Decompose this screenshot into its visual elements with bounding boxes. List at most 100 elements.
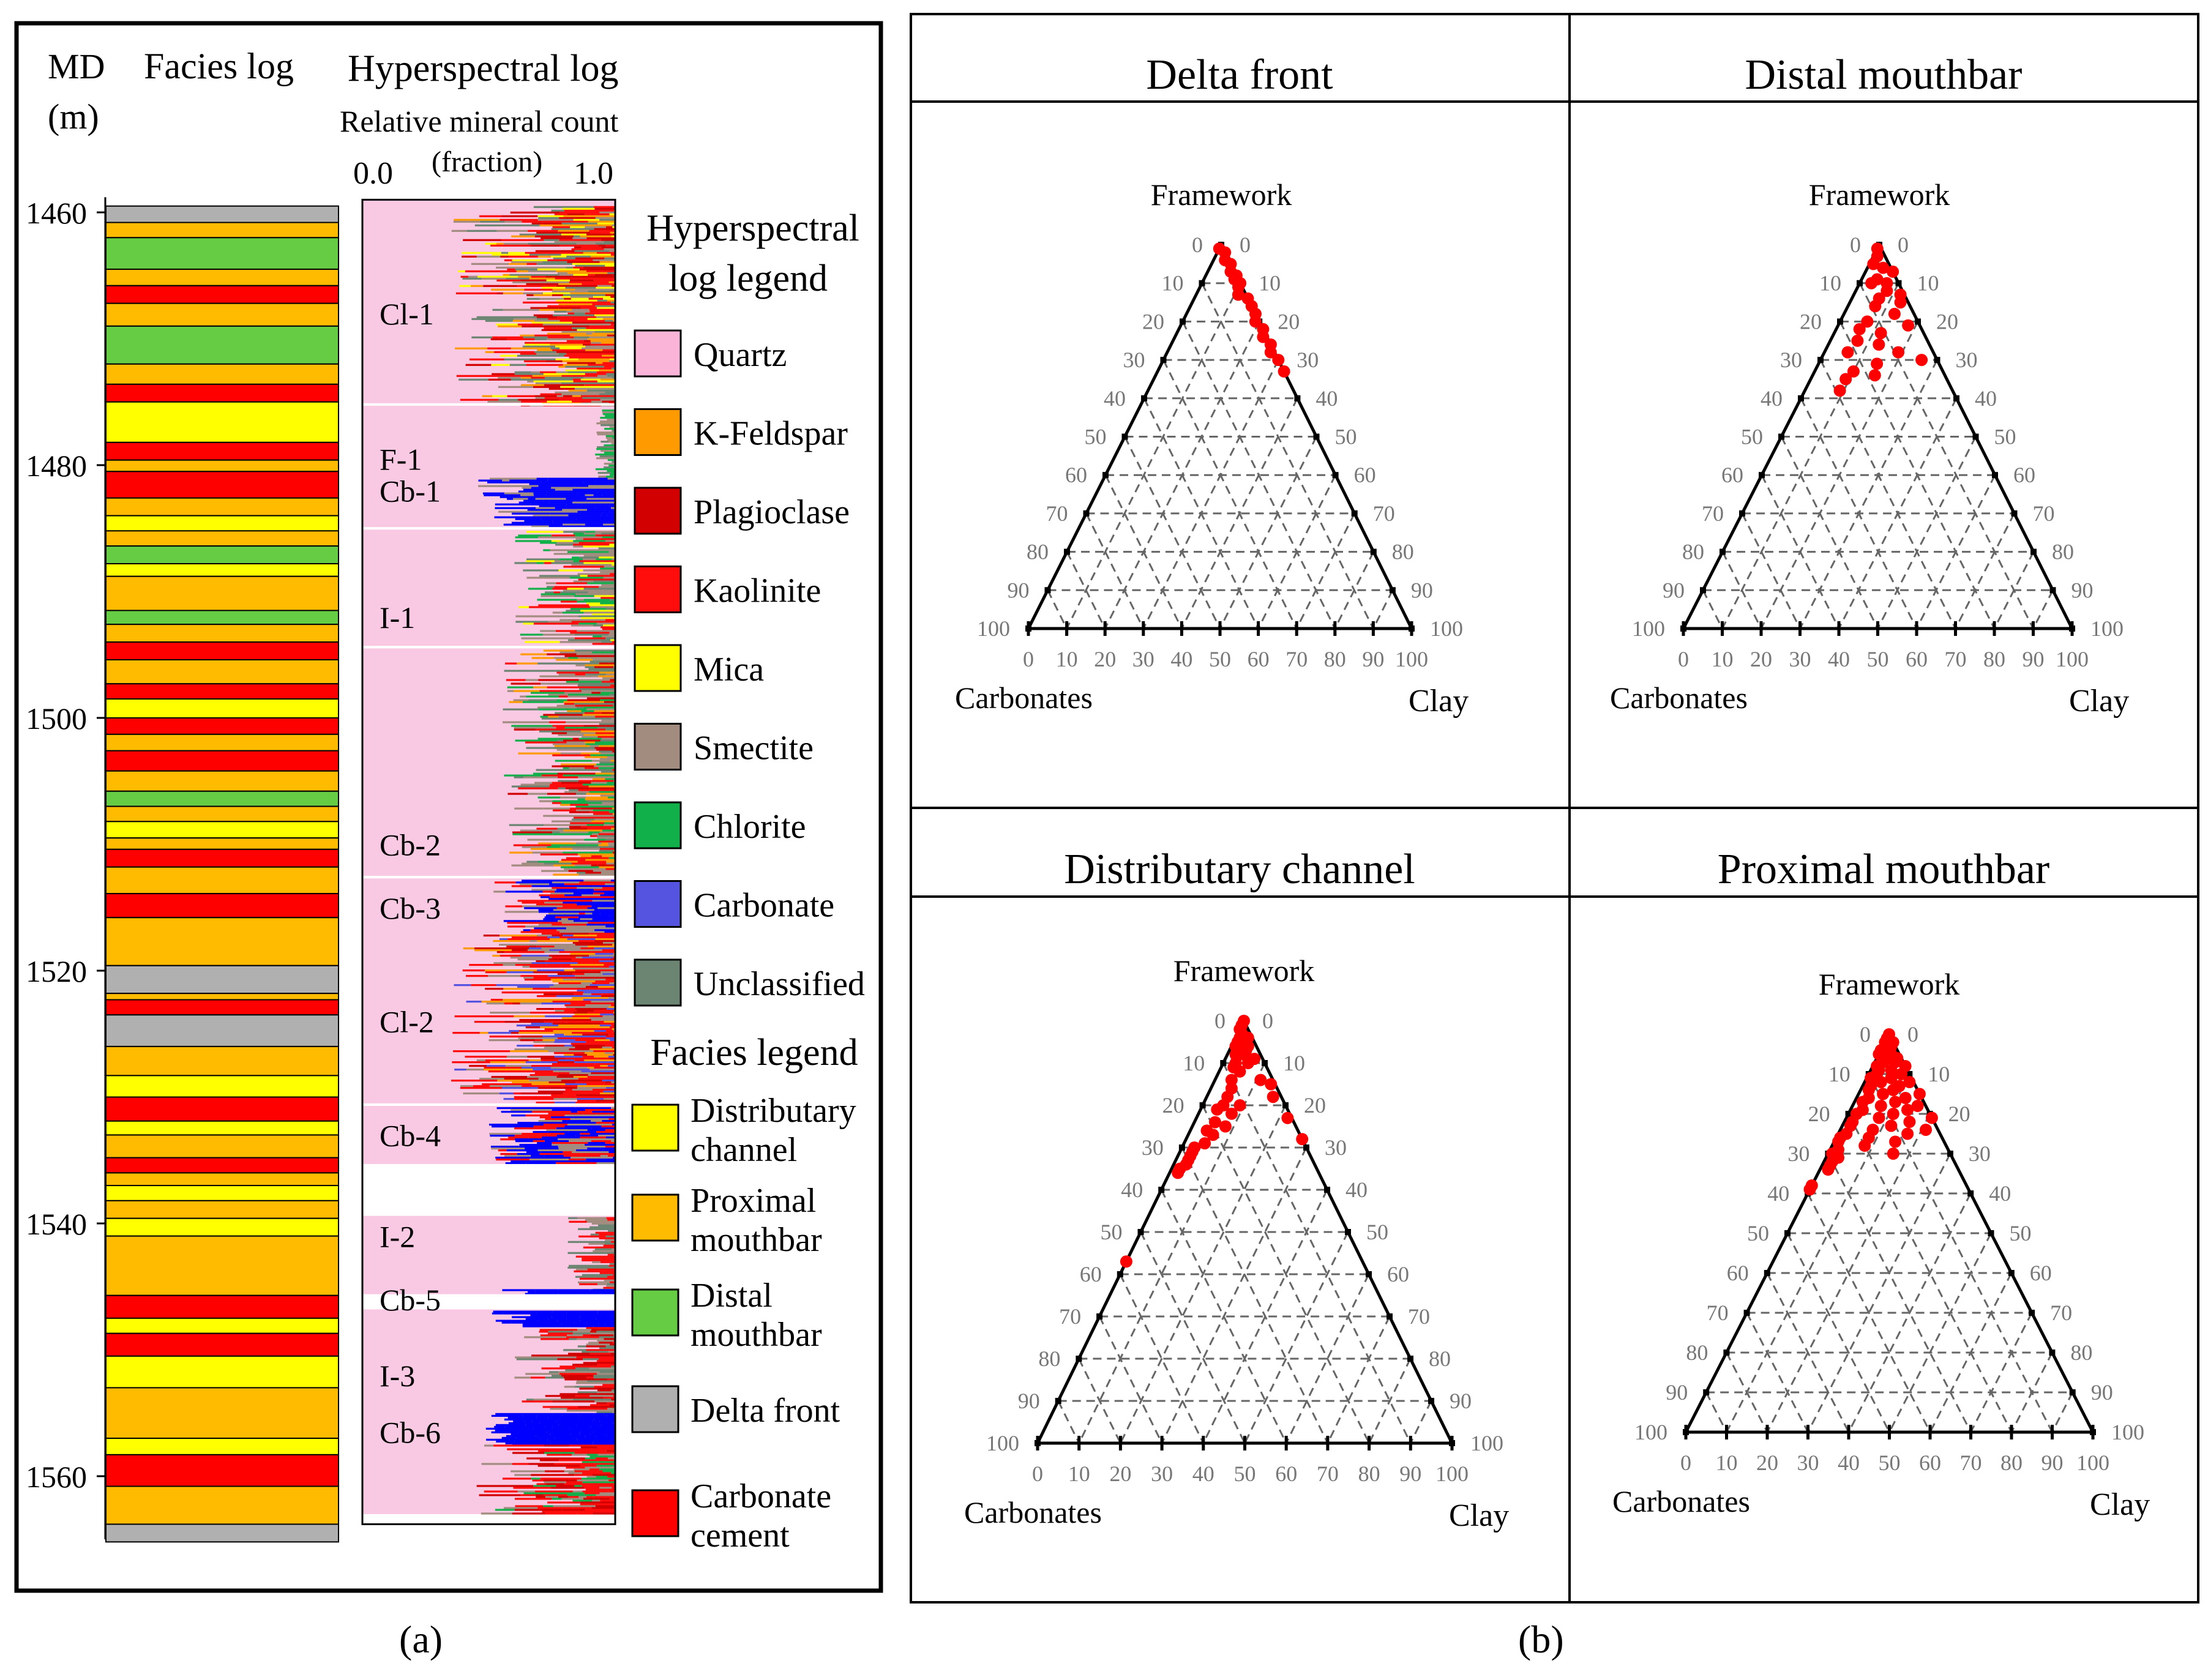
mineral-bar (577, 492, 615, 495)
bottom-tick-label: 50 (1209, 647, 1231, 671)
mineral-bar (564, 1378, 592, 1381)
mineral-bar (517, 986, 550, 988)
mineral-bar (588, 1012, 613, 1014)
mineral-bar (588, 922, 601, 924)
mineral-bar (492, 395, 507, 397)
mineral-bar (490, 1146, 498, 1148)
mineral-bar (500, 935, 537, 937)
mineral-bar (552, 725, 583, 727)
mineral-bar (578, 358, 610, 360)
mineral-bar (601, 842, 608, 845)
mineral-bar (466, 975, 488, 977)
mineral-bar (531, 1155, 545, 1157)
mineral-bar (571, 1157, 613, 1159)
mineral-bar (550, 938, 567, 941)
mineral-bar (610, 785, 615, 788)
mineral-bar (600, 1085, 615, 1088)
mineral-bar (495, 1320, 539, 1322)
mineral-bar (537, 1142, 552, 1144)
mineral-bar (502, 1289, 536, 1291)
mineral-bar (594, 595, 615, 597)
mineral-bar (501, 215, 538, 217)
mineral-bar (566, 340, 576, 342)
mineral-bar (563, 701, 604, 703)
mineral-bar (526, 558, 559, 561)
right-tick-label: 50 (1366, 1220, 1388, 1244)
mineral-bar (500, 255, 509, 258)
mineral-bar (537, 935, 552, 937)
mineral-bar (541, 657, 554, 659)
bottom-tick-label: 90 (1362, 647, 1384, 671)
mineral-bar (580, 918, 593, 920)
mineral-bar (583, 999, 610, 1001)
mineral-bar (585, 1494, 596, 1496)
mineral-bar (500, 496, 522, 498)
mineral-bar (509, 364, 526, 366)
mineral-bar (604, 452, 615, 454)
facies-bed-proximal-mouthbar (105, 459, 339, 472)
mineral-bar (564, 894, 582, 897)
facies-legend-swatch (631, 1193, 679, 1242)
mineral-bar (612, 437, 615, 439)
mineral-bar (542, 1479, 577, 1482)
mineral-bar (493, 1444, 529, 1447)
mineral-bar (586, 824, 604, 826)
mineral-bar (567, 1334, 583, 1337)
mineral-bar (605, 1045, 615, 1047)
mineral-bar (591, 969, 615, 972)
mineral-bar (602, 400, 615, 403)
mineral-bar (465, 270, 487, 272)
mineral-bar (590, 835, 597, 837)
mineral-bar (561, 1375, 594, 1377)
left-tick-label: 80 (1686, 1340, 1708, 1365)
mineral-bar (599, 1336, 615, 1338)
mineral-bar (555, 916, 578, 919)
mineral-bar (551, 1096, 566, 1099)
mineral-bar (607, 272, 615, 274)
mineral-bar (525, 679, 539, 681)
mineral-bar (512, 1316, 552, 1318)
mineral-bar (479, 1494, 521, 1496)
right-tick-label: 10 (1283, 1051, 1305, 1075)
mineral-bar (476, 316, 496, 318)
mineral-bar (511, 1114, 526, 1117)
mineral-bar (518, 490, 529, 493)
mineral-bar (515, 739, 557, 742)
mineral-bar (559, 239, 601, 241)
left-tick-label: 20 (1800, 309, 1822, 334)
mineral-bar (568, 657, 578, 659)
grid-line (1078, 1358, 1121, 1444)
mineral-bar (595, 534, 615, 537)
mineral-bar (520, 829, 548, 832)
mineral-bar (579, 688, 615, 690)
mineral-bar (526, 1151, 541, 1154)
mineral-bar (544, 1124, 568, 1126)
right-tick-label: 20 (1948, 1102, 1970, 1126)
mineral-bar (612, 1342, 615, 1344)
mineral-bar (518, 984, 526, 987)
mineral-bar (512, 325, 522, 327)
mineral-bar (565, 286, 596, 289)
mineral-bar (596, 286, 615, 289)
mineral-bar (520, 494, 534, 496)
mineral-bar (514, 690, 540, 692)
mineral-bar (460, 1087, 502, 1089)
mineral-bar (589, 1483, 615, 1485)
mineral-bar (572, 520, 588, 522)
mineral-bar (594, 279, 615, 282)
mineral-bar (516, 991, 544, 994)
mineral-bar (533, 380, 574, 383)
mineral-bar (495, 1424, 526, 1426)
mineral-bar (539, 1153, 563, 1155)
mineral-bar (589, 1146, 605, 1148)
mineral-bar (512, 281, 533, 283)
mineral-bar (537, 995, 556, 998)
mineral-bar (578, 682, 605, 685)
mineral-bar (582, 1461, 597, 1463)
mineral-bar (556, 395, 563, 397)
mineral-bar (583, 993, 591, 996)
data-point (1902, 319, 1915, 332)
tick-mark (2030, 548, 2037, 555)
zone-gap (362, 646, 615, 649)
tick-mark (1102, 472, 1109, 479)
